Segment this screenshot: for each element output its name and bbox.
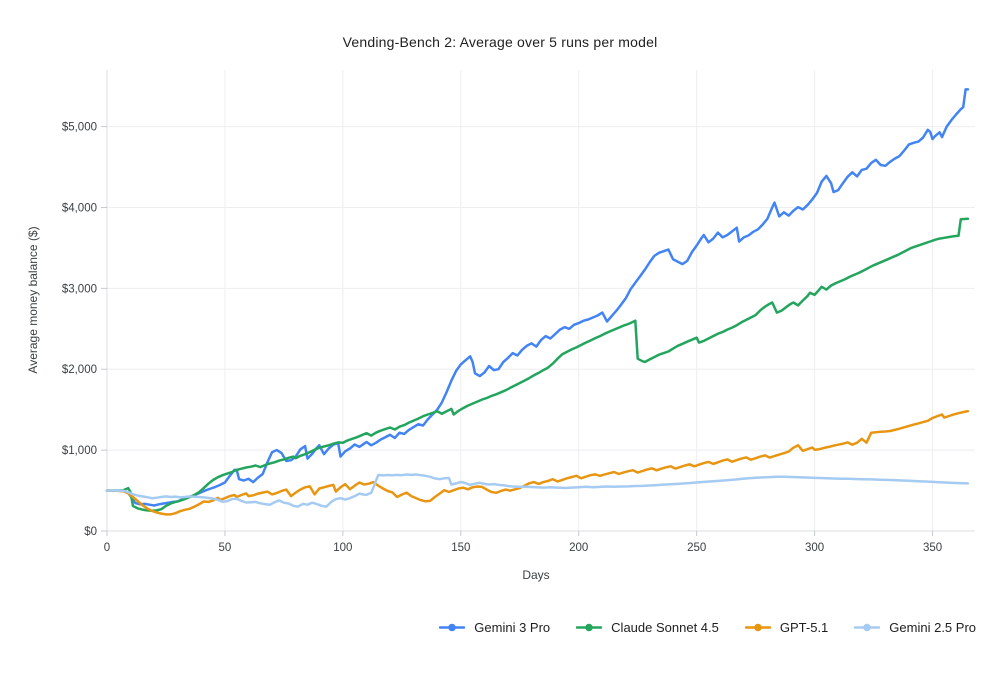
legend-item-gemini-3-pro: Gemini 3 Pro bbox=[439, 620, 550, 635]
series-gemini-2-5-pro bbox=[105, 473, 970, 508]
x-tick-label: 300 bbox=[805, 542, 824, 554]
x-axis-label: Days bbox=[522, 568, 549, 582]
legend-item-gpt-5-1: GPT-5.1 bbox=[744, 620, 829, 635]
gridlines bbox=[106, 70, 975, 532]
y-axis-label: Average money balance ($) bbox=[26, 226, 40, 373]
legend-marker-gpt-5-1-icon bbox=[744, 623, 771, 632]
legend-item-gemini-2-5-pro: Gemini 2.5 Pro bbox=[854, 620, 976, 635]
data-series bbox=[105, 88, 970, 516]
y-tick-label: $4,000 bbox=[62, 202, 97, 214]
x-tick-label: 350 bbox=[923, 542, 942, 554]
legend-marker-gemini-3-pro-icon bbox=[439, 623, 466, 632]
legend-dot bbox=[863, 623, 872, 632]
x-tick-label: 200 bbox=[569, 542, 588, 554]
y-tick-label: $3,000 bbox=[62, 283, 97, 295]
legend-label: GPT-5.1 bbox=[779, 620, 829, 635]
tick-labels: 0 50 100 150 200 250 300 350 $0 $1,000 $2,000 $3,00… bbox=[62, 122, 942, 554]
line-chart: Vending-Bench 2: Average over 5 runs per… bbox=[26, 34, 975, 582]
x-tick-label: 0 bbox=[104, 542, 110, 554]
legend-label: Gemini 3 Pro bbox=[474, 620, 551, 635]
axes bbox=[101, 70, 975, 536]
y-tick-label: $0 bbox=[84, 526, 97, 538]
x-tick-label: 50 bbox=[219, 542, 232, 554]
legend-label: Gemini 2.5 Pro bbox=[889, 620, 976, 635]
x-tick-label: 150 bbox=[451, 542, 470, 554]
x-tick-label: 100 bbox=[333, 542, 352, 554]
legend-marker-claude-sonnet-4-5-icon bbox=[576, 623, 603, 632]
legend-dot bbox=[585, 623, 593, 632]
y-tick-label: $1,000 bbox=[62, 445, 97, 457]
legend-label: Claude Sonnet 4.5 bbox=[611, 620, 719, 635]
legend-dot bbox=[448, 623, 457, 632]
legend-item-claude-sonnet-4-5: Claude Sonnet 4.5 bbox=[576, 620, 719, 635]
y-tick-label: $2,000 bbox=[62, 364, 97, 376]
chart-title: Vending-Bench 2: Average over 5 runs per… bbox=[343, 34, 658, 50]
series-gpt-5-1 bbox=[105, 409, 970, 516]
chart-legend: Gemini 3 Pro Claude Sonnet 4.5 GPT-5.1 Gemi… bbox=[439, 620, 976, 635]
y-tick-label: $5,000 bbox=[62, 122, 97, 134]
series-gemini-3-pro bbox=[105, 88, 970, 507]
legend-dot bbox=[754, 623, 762, 632]
legend-marker-gemini-2-5-pro-icon bbox=[854, 623, 881, 632]
x-tick-label: 250 bbox=[687, 542, 706, 554]
series-claude-sonnet-4-5 bbox=[105, 217, 970, 513]
